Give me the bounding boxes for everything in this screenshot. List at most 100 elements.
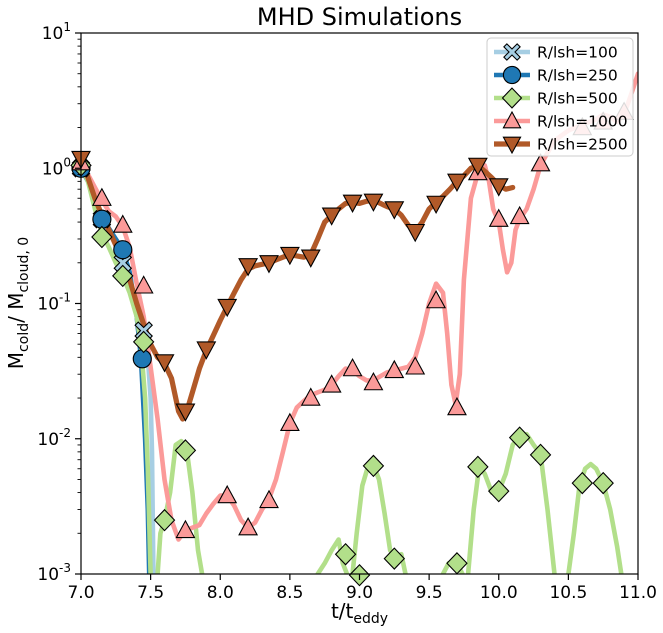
data-point — [488, 178, 509, 197]
data-point — [405, 223, 426, 243]
data-point — [279, 246, 300, 266]
data-point — [405, 356, 426, 375]
y-tick-exp: 0 — [63, 155, 71, 169]
data-point — [113, 240, 133, 260]
data-point — [300, 249, 321, 268]
legend-swatch-marker — [502, 65, 522, 85]
x-tick-label: 8.0 — [207, 583, 234, 603]
y-axis-title-b-sub: cloud, 0 — [16, 237, 32, 293]
data-point — [154, 354, 175, 373]
data-point — [384, 201, 405, 220]
data-point — [467, 455, 489, 479]
legend-label: R/lsh=500 — [537, 90, 618, 108]
x-tick-label: 7.0 — [67, 583, 94, 603]
data-point — [112, 214, 133, 233]
x-axis-title-sub: eddy — [353, 611, 388, 627]
data-point — [446, 552, 468, 575]
data-point — [508, 426, 531, 449]
y-tick-label: 10-1 — [37, 291, 71, 315]
data-point — [426, 289, 447, 309]
data-point — [300, 387, 321, 406]
series-line — [566, 461, 624, 574]
data-point — [217, 484, 238, 504]
data-point — [321, 207, 342, 226]
legend-swatch-marker — [502, 110, 522, 129]
data-point — [153, 508, 176, 532]
legend-label: R/lsh=2500 — [537, 136, 628, 154]
data-point — [217, 298, 238, 318]
data-point — [238, 258, 259, 277]
y-axis-title-a-sub: cold — [16, 323, 32, 352]
y-axis-title-b: / M — [4, 293, 28, 323]
y-tick-exp: -2 — [59, 426, 71, 440]
data-point — [112, 264, 134, 288]
y-tick-label: 100 — [42, 155, 71, 179]
data-point — [363, 371, 384, 391]
data-point — [91, 187, 112, 206]
data-point — [92, 209, 112, 229]
y-tick-base: 10 — [37, 565, 59, 585]
chart-title: MHD Simulations — [257, 3, 462, 31]
data-point — [196, 341, 217, 360]
x-tick-label: 11.0 — [619, 583, 657, 603]
y-axis-title-a: M — [4, 352, 28, 369]
y-axis-title: Mcold/ Mcloud, 0 — [4, 237, 32, 369]
data-point — [132, 330, 155, 354]
data-point — [488, 208, 509, 227]
marker-layer — [70, 101, 635, 587]
legend-swatch-marker — [501, 87, 523, 109]
y-tick-label: 101 — [42, 20, 71, 44]
y-tick-exp: 1 — [63, 20, 71, 34]
x-tick-label: 9.5 — [416, 583, 443, 603]
data-point — [571, 471, 594, 495]
legend-swatch-marker — [503, 43, 521, 61]
data-point — [447, 396, 467, 416]
x-tick-label: 7.5 — [137, 583, 164, 603]
x-tick-label: 10.0 — [480, 583, 518, 603]
data-point — [259, 255, 279, 274]
data-point — [342, 194, 363, 213]
x-axis: 7.0 7.5 8.0 8.5 9.0 9.5 10.0 10.5 11.0 — [67, 574, 657, 603]
data-point — [592, 471, 614, 495]
y-tick-base: 10 — [37, 295, 59, 315]
data-point — [384, 359, 405, 379]
data-point — [363, 193, 384, 212]
x-tick-label: 8.5 — [276, 583, 303, 603]
data-point — [426, 195, 447, 215]
data-point — [279, 412, 300, 432]
data-point — [133, 275, 154, 294]
data-point — [334, 542, 357, 566]
data-point — [175, 519, 196, 539]
y-tick-exp: -1 — [59, 291, 71, 305]
y-tick-base: 10 — [42, 24, 64, 44]
x-tick-label: 10.5 — [549, 583, 587, 603]
data-point — [174, 439, 197, 462]
y-tick-label: 10-3 — [37, 561, 71, 585]
data-point — [509, 205, 530, 225]
data-point — [91, 225, 113, 249]
x-tick-label: 9.0 — [346, 583, 373, 603]
legend-label: R/lsh=250 — [537, 67, 618, 85]
data-point — [530, 153, 551, 172]
data-point — [362, 454, 385, 478]
legend-box — [486, 37, 634, 157]
data-point — [259, 489, 279, 509]
data-point — [383, 547, 406, 570]
x-axis-title: t/teddy — [331, 599, 388, 627]
legend: R/lsh=100 R/lsh=250 R/lsh=500 R/lsh=1000 R/l… — [486, 37, 634, 157]
data-point — [342, 357, 363, 377]
y-tick-base: 10 — [37, 430, 59, 450]
legend-swatch-marker — [502, 136, 522, 155]
y-tick-exp: -3 — [59, 561, 71, 575]
data-point — [175, 403, 196, 422]
data-point — [321, 374, 342, 393]
data-point — [529, 443, 552, 467]
legend-label: R/lsh=100 — [537, 44, 618, 62]
series-line — [315, 537, 350, 574]
data-point — [447, 173, 467, 193]
data-point — [467, 157, 488, 177]
data-point — [488, 479, 510, 503]
x-axis-title-base: t/t — [331, 599, 354, 623]
